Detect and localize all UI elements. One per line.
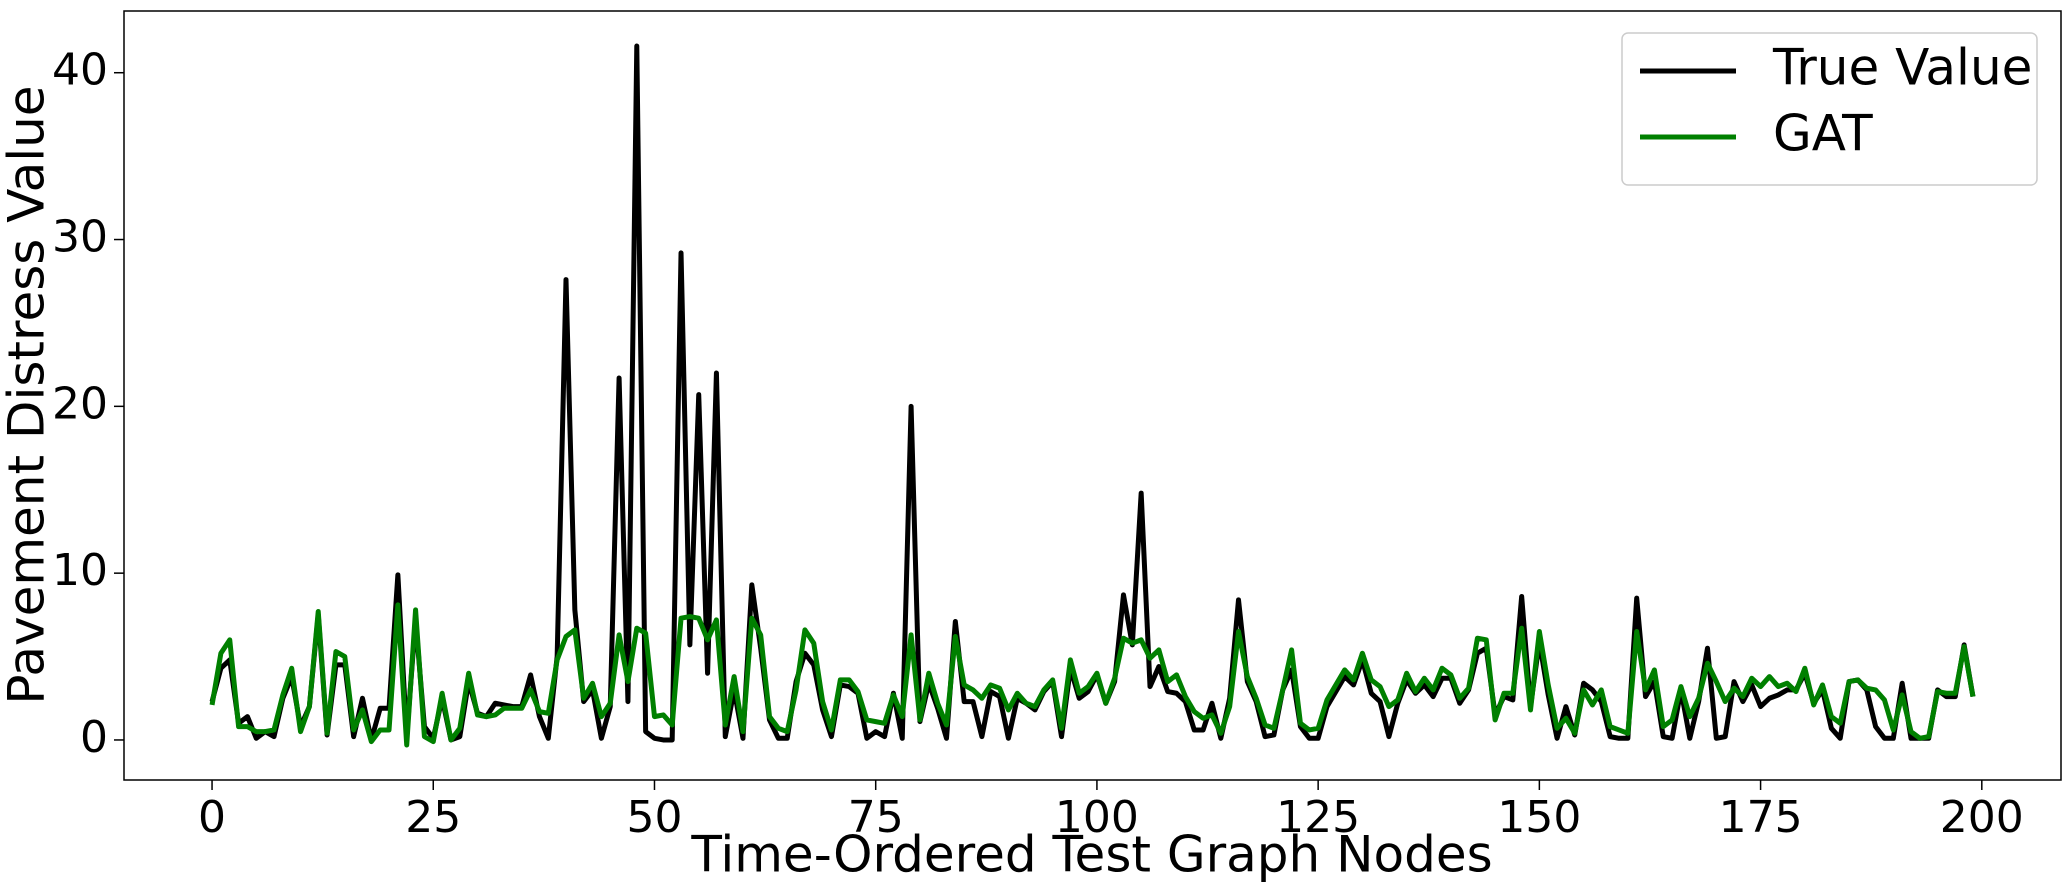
x-tick-label: 175 (1719, 792, 1803, 843)
x-tick-label: 125 (1276, 792, 1360, 843)
y-tick-label: 40 (52, 45, 108, 96)
x-tick-label: 0 (198, 792, 226, 843)
legend-label: GAT (1773, 105, 1873, 163)
x-tick-label: 150 (1497, 792, 1581, 843)
x-tick-label: 100 (1055, 792, 1139, 843)
y-axis-label: Pavement Distress Value (0, 85, 56, 704)
x-axis-label: Time-Ordered Test Graph Nodes (690, 826, 1492, 884)
x-tick-label: 25 (405, 792, 461, 843)
legend-label: True Value (1772, 39, 2032, 97)
x-tick-label: 200 (1940, 792, 2024, 843)
plot-frame (123, 10, 2062, 781)
x-tick-label: 75 (848, 792, 904, 843)
y-tick-label: 20 (52, 378, 108, 429)
y-tick-label: 10 (52, 545, 108, 596)
y-tick-label: 0 (80, 712, 108, 763)
y-tick-label: 30 (52, 212, 108, 263)
data-line (209, 602, 1976, 748)
x-tick-label: 50 (626, 792, 682, 843)
